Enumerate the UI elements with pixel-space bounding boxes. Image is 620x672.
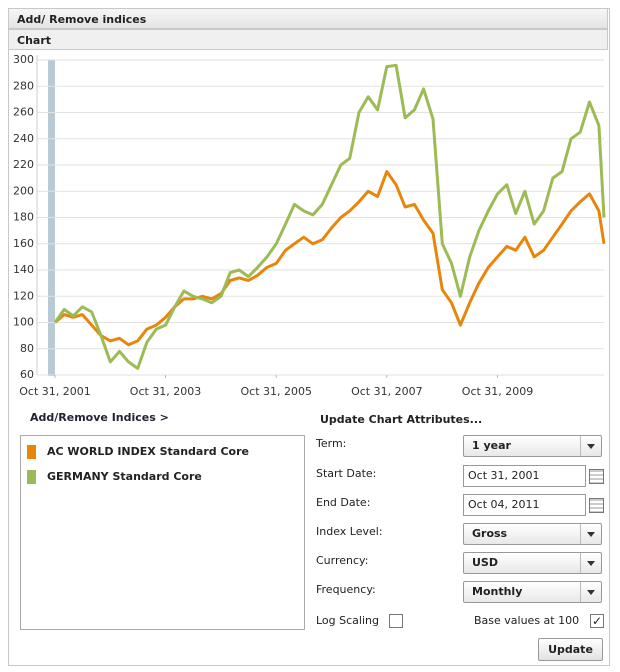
legend-swatch — [27, 445, 36, 459]
form-heading: Update Chart Attributes... — [320, 413, 483, 426]
x-tick-label: Oct 31, 2001 — [19, 385, 91, 398]
section-title: Chart — [8, 29, 608, 50]
legend-label: GERMANY Standard Core — [47, 470, 202, 483]
legend-entry[interactable]: GERMANY Standard Core — [27, 469, 202, 485]
index-level-select[interactable]: Gross — [463, 523, 602, 545]
y-tick-label: 260 — [13, 106, 34, 119]
y-tick-label: 280 — [13, 79, 34, 92]
series-line — [53, 63, 606, 370]
select-value: USD — [472, 556, 498, 569]
log-scaling-checkbox[interactable] — [389, 614, 403, 628]
checkbox-label: Log Scaling — [316, 614, 379, 627]
legend: AC WORLD INDEX Standard Core GERMANY Stan… — [20, 435, 305, 630]
field-label: Term: — [316, 437, 347, 450]
checkbox-label: Base values at 100 — [474, 614, 580, 627]
field-label: Index Level: — [316, 525, 383, 538]
term-select[interactable]: 1 year — [463, 435, 602, 457]
y-tick-label: 220 — [13, 158, 34, 171]
select-value: 1 year — [472, 439, 511, 452]
y-tick-label: 240 — [13, 132, 34, 145]
select-value: Gross — [472, 527, 508, 540]
legend-entry[interactable]: AC WORLD INDEX Standard Core — [27, 444, 249, 460]
update-button[interactable]: Update — [538, 638, 603, 661]
x-tick-label: Oct 31, 2009 — [462, 385, 534, 398]
y-tick-label: 300 — [13, 53, 34, 66]
field-label: Currency: — [316, 554, 369, 567]
x-tick-label: Oct 31, 2003 — [130, 385, 202, 398]
y-tick-label: 140 — [13, 263, 34, 276]
series-line — [54, 170, 606, 347]
y-tick-label: 120 — [13, 289, 34, 302]
y-tick-label: 200 — [13, 184, 34, 197]
legend-label: AC WORLD INDEX Standard Core — [47, 445, 249, 458]
base-values-checkbox[interactable]: ✓ — [590, 614, 604, 628]
currency-select[interactable]: USD — [463, 552, 602, 574]
x-tick-label: Oct 31, 2007 — [351, 385, 423, 398]
chart: 60 80 100 120 140 160 180 200 220 240 260 280 300 Oct… — [13, 53, 606, 398]
x-tick-label: Oct 31, 2005 — [241, 385, 313, 398]
field-label: Frequency: — [316, 583, 376, 596]
field-label: Start Date: — [316, 467, 377, 480]
y-tick-label: 100 — [13, 316, 34, 329]
legend-swatch — [27, 470, 36, 484]
y-tick-label: 60 — [20, 368, 34, 381]
panel-title: Add/ Remove indices — [8, 8, 608, 29]
calendar-icon[interactable] — [589, 498, 604, 513]
y-tick-label: 80 — [20, 342, 34, 355]
y-tick-label: 160 — [13, 237, 34, 250]
indices-link[interactable]: Add/Remove Indices > — [30, 411, 169, 424]
calendar-icon[interactable] — [589, 469, 604, 484]
y-tick-label: 180 — [13, 211, 34, 224]
field-label: End Date: — [316, 496, 371, 509]
select-value: Monthly — [472, 585, 523, 598]
end-date-input[interactable]: Oct 04, 2011 — [463, 494, 586, 516]
start-date-input[interactable]: Oct 31, 2001 — [463, 465, 586, 487]
frequency-select[interactable]: Monthly — [463, 581, 602, 603]
